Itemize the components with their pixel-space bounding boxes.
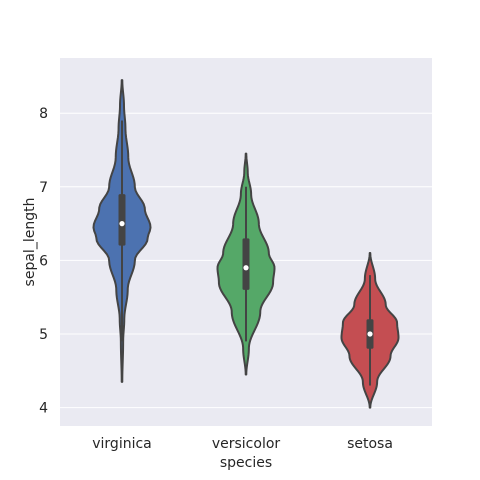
y-tick-label: 6 xyxy=(39,253,48,269)
y-tick-labels: 4 5 6 7 8 xyxy=(39,106,48,416)
y-tick-label: 8 xyxy=(39,106,48,122)
iqr-box-virginica xyxy=(118,194,126,246)
x-axis-label: species xyxy=(220,455,272,471)
median-point-versicolor xyxy=(243,265,249,271)
y-axis-label: sepal_length xyxy=(22,198,38,287)
median-point-virginica xyxy=(119,221,125,227)
x-tick-label: virginica xyxy=(92,436,152,452)
x-tick-label: versicolor xyxy=(212,436,281,452)
y-tick-label: 4 xyxy=(39,401,48,417)
iqr-box-versicolor xyxy=(242,238,250,290)
x-tick-label: setosa xyxy=(347,436,393,452)
median-point-setosa xyxy=(367,331,373,337)
y-tick-label: 7 xyxy=(39,180,48,196)
violins xyxy=(92,79,400,409)
x-tick-labels: virginica versicolor setosa xyxy=(92,436,393,452)
y-tick-label: 5 xyxy=(39,327,48,343)
